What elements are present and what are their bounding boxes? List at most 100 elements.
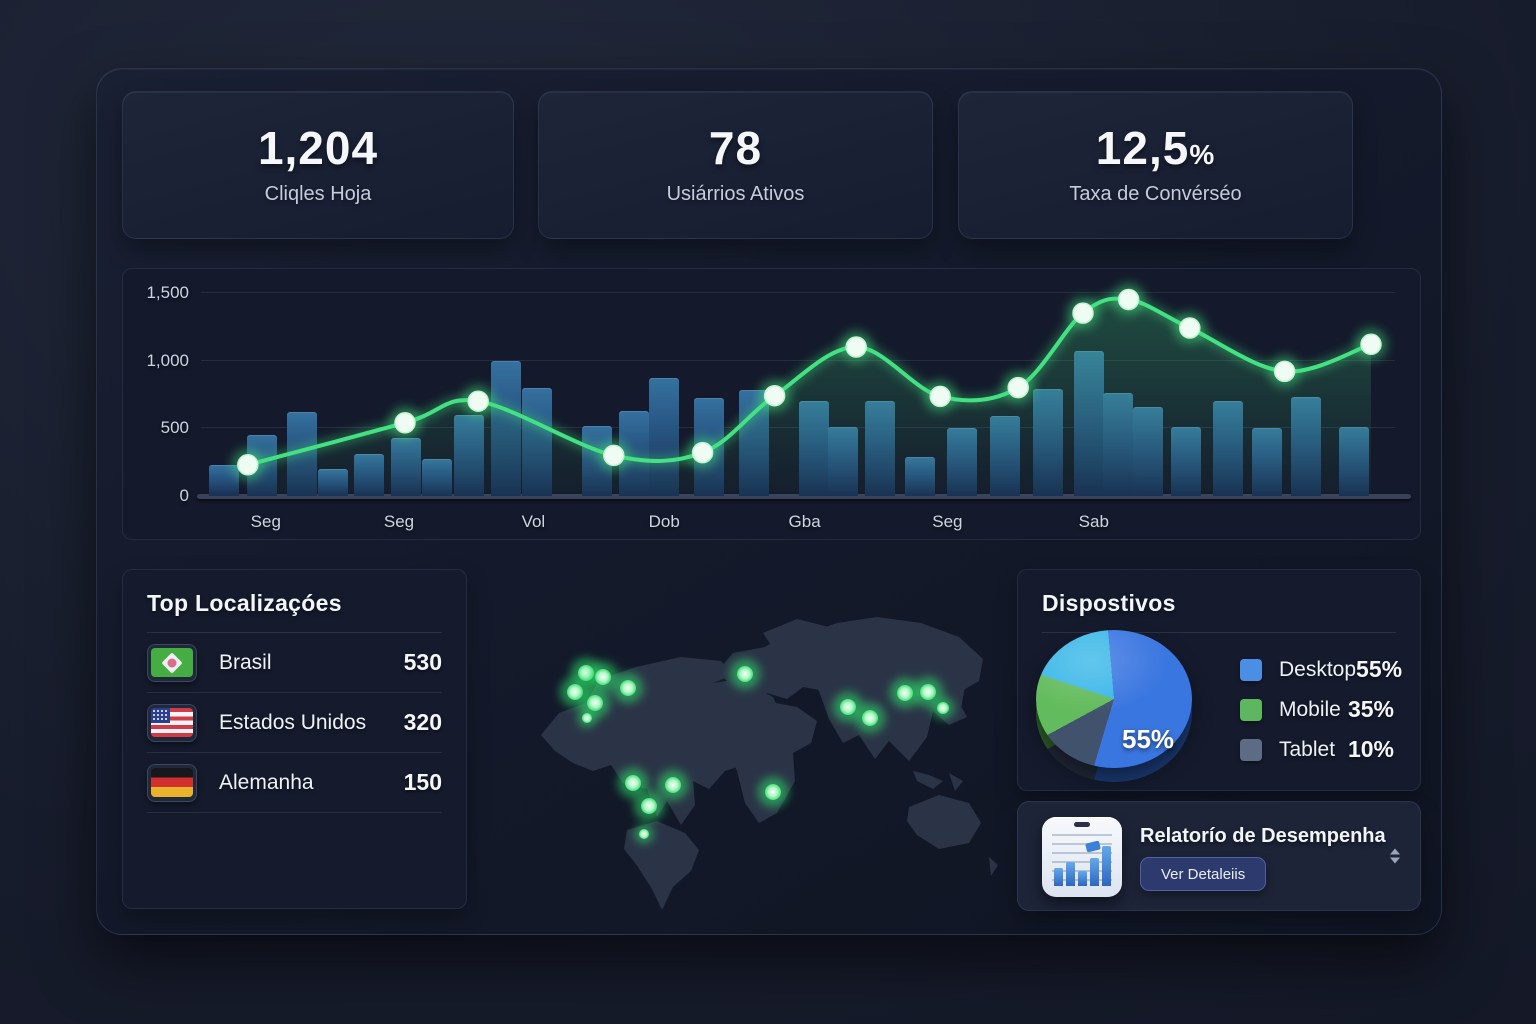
tablet-swatch-icon xyxy=(1240,738,1262,761)
stat-card-usuarios: 78 Usiárrios Ativos xyxy=(538,91,933,239)
country-name: Estados Unidos xyxy=(219,710,367,734)
map-location-dot xyxy=(897,685,913,701)
arrow-up-icon xyxy=(1390,848,1400,855)
top-locations-panel: Top Localizaçóes Brasil 530 Estados Unid… xyxy=(122,569,467,909)
trend-line-svg xyxy=(231,283,1387,496)
country-name: Brasil xyxy=(219,650,272,674)
report-title: Relatorío de Desempenha xyxy=(1140,825,1386,847)
report-card: Relatorío de Desempenha Ver Detaleiis xyxy=(1017,801,1421,911)
mini-bar xyxy=(1054,868,1063,886)
x-axis-label: Dob xyxy=(648,512,680,531)
y-axis-tick-label: 1,500 xyxy=(146,282,189,302)
arrow-down-icon xyxy=(1390,857,1400,864)
legend-label: Mobile xyxy=(1279,697,1341,721)
legend-value: 10% xyxy=(1347,736,1394,762)
legend-label: Tablet xyxy=(1279,737,1336,761)
chart-line-point xyxy=(1179,317,1201,339)
flag-tile xyxy=(147,763,197,802)
chart-line-point xyxy=(1360,333,1382,356)
map-location-dot xyxy=(567,684,583,700)
x-axis-label: Gba xyxy=(788,512,821,531)
chart-line-point xyxy=(1007,376,1029,399)
country-value: 530 xyxy=(403,649,442,675)
chart-line-point xyxy=(237,454,259,476)
y-axis-tick-label: 1,000 xyxy=(146,350,189,370)
devices-title: Dispostivos xyxy=(1042,590,1176,616)
map-location-dot xyxy=(625,775,641,791)
x-axis-label: Seg xyxy=(383,512,415,531)
chart-line-point xyxy=(467,390,489,412)
continent-asia xyxy=(793,617,983,761)
mini-bar xyxy=(1102,846,1111,886)
gridline xyxy=(201,359,1395,361)
legend-value: 55% xyxy=(1356,656,1403,682)
chart-baseline xyxy=(197,494,1411,499)
island-new-zealand xyxy=(989,857,998,876)
map-location-dot xyxy=(665,777,681,793)
map-location-dot xyxy=(737,666,753,682)
stat-value: 1,204 xyxy=(257,121,379,174)
pie-center-label: 55% xyxy=(1122,724,1175,754)
desktop-swatch-icon xyxy=(1240,658,1262,681)
stat-label: Taxa de Convérséo xyxy=(1069,182,1242,205)
stat-label: Cliqles Hoja xyxy=(264,182,372,205)
divider xyxy=(1042,632,1396,633)
country-value: 150 xyxy=(403,769,442,795)
country-name: Alemanha xyxy=(219,770,314,794)
continents xyxy=(541,617,998,910)
country-value: 320 xyxy=(403,709,442,735)
y-axis-tick-label: 500 xyxy=(160,418,189,438)
chart-line-point xyxy=(845,336,867,358)
world-map xyxy=(481,574,1011,921)
list-item-usa[interactable]: Estados Unidos 320 xyxy=(147,693,442,753)
traffic-chart-panel: 0 500 1,000 1,500 Seg Seg Vol Dob Gba Seg Sab xyxy=(122,268,1421,540)
y-axis-tick-label: 0 xyxy=(179,486,189,505)
divider xyxy=(147,632,442,633)
chart-line-point xyxy=(691,441,714,464)
mobile-swatch-icon xyxy=(1240,698,1262,721)
map-location-dot xyxy=(840,699,856,715)
island-borneo xyxy=(949,773,963,791)
line-area-fill xyxy=(247,298,1371,496)
map-location-dot xyxy=(639,829,649,839)
world-map-svg xyxy=(541,617,998,910)
x-axis-label: Seg xyxy=(932,512,963,531)
islands-southeast-asia xyxy=(913,771,943,789)
mini-bar xyxy=(1066,862,1075,886)
pie-gloss xyxy=(1036,630,1192,768)
x-axis-label: Vol xyxy=(521,512,546,531)
map-location-dot xyxy=(765,784,781,800)
dashboard-container: 1,204 Cliqles Hoja 78 Usiárrios Ativos 1… xyxy=(96,68,1442,935)
map-location-dot xyxy=(862,710,878,726)
stat-value: 12,5% xyxy=(1095,121,1216,174)
legend-item-desktop[interactable]: Desktop 55% xyxy=(1240,654,1402,685)
stat-card-cliques: 1,204 Cliqles Hoja xyxy=(122,91,514,239)
locations-list: Brasil 530 Estados Unidos 320 Alemanha 1… xyxy=(147,633,442,813)
list-item-germany[interactable]: Alemanha 150 xyxy=(147,753,442,813)
view-details-button[interactable]: Ver Detaleiis xyxy=(1140,857,1267,891)
chart-line-point xyxy=(1117,288,1140,311)
x-axis-label: Seg xyxy=(250,512,281,531)
chart-line-point xyxy=(929,385,951,408)
map-location-dot xyxy=(920,684,936,700)
top-locations-title: Top Localizaçóes xyxy=(147,590,342,616)
sort-arrows-icon[interactable] xyxy=(1390,848,1400,864)
map-location-dot xyxy=(641,798,657,814)
brazil-flag-icon xyxy=(151,648,193,677)
chart-plot: Seg Seg Vol Dob Gba Seg Sab xyxy=(197,283,1411,531)
report-chart-icon xyxy=(1042,817,1122,897)
continent-australia xyxy=(907,795,981,849)
flag-tile xyxy=(147,703,197,742)
germany-flag-icon xyxy=(151,768,193,797)
devices-panel: Dispostivos 55% Desktop 55% Mobile 35% T… xyxy=(1017,569,1421,791)
legend-item-tablet[interactable]: Tablet 10% xyxy=(1240,734,1394,765)
stat-card-conversao: 12,5% Taxa de Convérséo xyxy=(958,91,1353,239)
chart-line-point xyxy=(394,412,416,434)
chart-y-axis: 0 500 1,000 1,500 xyxy=(123,282,195,505)
map-location-dot xyxy=(595,669,611,685)
map-dots xyxy=(559,657,955,844)
chart-line-point xyxy=(1072,302,1094,324)
list-item-brazil[interactable]: Brasil 530 xyxy=(147,633,442,693)
legend-item-mobile[interactable]: Mobile 35% xyxy=(1240,694,1394,725)
mini-bar xyxy=(1078,871,1087,886)
